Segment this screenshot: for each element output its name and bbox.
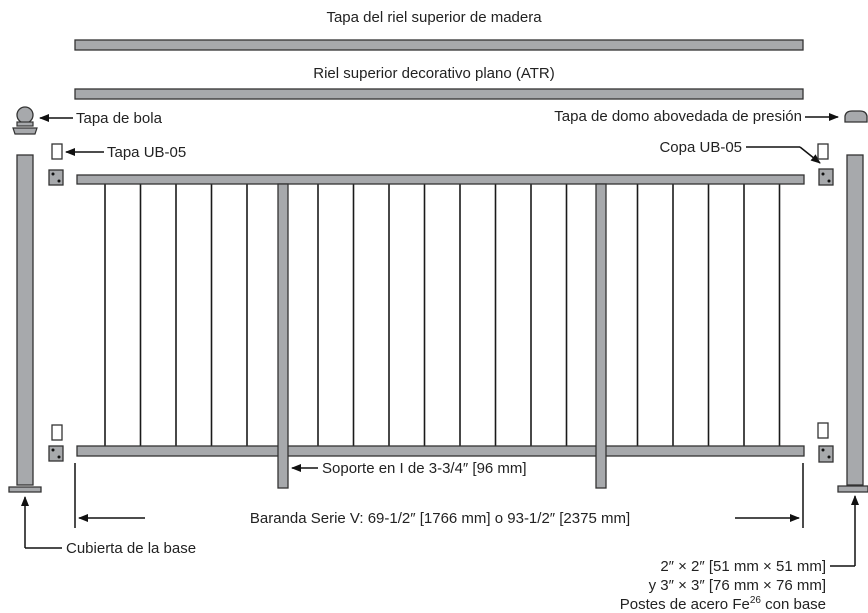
base-cover-label: Cubierta de la base xyxy=(66,540,196,557)
i-support-left xyxy=(277,183,289,489)
wood-top-rail-cap-label: Tapa del riel superior de madera xyxy=(326,9,542,26)
ub05-cap xyxy=(51,143,63,160)
ub05-cup-label: Copa UB-05 xyxy=(659,139,742,156)
left-base-plate xyxy=(8,486,42,493)
baluster-group xyxy=(104,184,781,446)
posts-label-line3-pre: Postes de acero Fe xyxy=(620,596,750,613)
ball-cap xyxy=(12,106,38,135)
left-post xyxy=(16,154,34,486)
ball-cap-label: Tapa de bola xyxy=(76,110,163,127)
left-upper-bracket xyxy=(48,169,64,186)
main-top-rail xyxy=(76,174,805,185)
i-support-right xyxy=(595,183,607,489)
main-bottom-rail xyxy=(76,445,805,457)
posts-label-line3: Postes de acero Fe26 con base xyxy=(620,595,826,613)
right-lower-ub05-cap xyxy=(817,422,829,439)
posts-label-line3-sup: 26 xyxy=(750,595,762,606)
posts-label-line2: y 3″ × 3″ [76 mm × 76 mm] xyxy=(649,577,826,594)
right-post xyxy=(846,154,864,486)
i-support-label: Soporte en I de 3-3/4″ [96 mm] xyxy=(322,460,527,477)
right-upper-ub05-cap xyxy=(817,143,829,160)
left-lower-ub05-cap xyxy=(51,424,63,441)
railing-series-label: Baranda Serie V: 69-1/2″ [1766 mm] o 93-… xyxy=(250,510,630,527)
ub05-cup-arrow xyxy=(799,146,821,164)
right-base-plate xyxy=(837,485,868,493)
posts-label-line3-post: con base xyxy=(761,596,826,613)
decorative-flat-top-rail xyxy=(74,88,804,100)
decorative-top-rail-label: Riel superior decorativo plano (ATR) xyxy=(313,65,555,82)
ub05-cap-label: Tapa UB-05 xyxy=(107,144,186,161)
posts-label-line1: 2″ × 2″ [51 mm × 51 mm] xyxy=(660,558,826,575)
pressure-dome-cap xyxy=(844,110,868,123)
wood-top-rail-cap xyxy=(74,39,804,51)
left-lower-bracket xyxy=(48,445,64,462)
right-upper-bracket xyxy=(818,168,834,186)
right-lower-bracket xyxy=(818,445,834,463)
pressure-dome-cap-label: Tapa de domo abovedada de presión xyxy=(554,108,802,125)
